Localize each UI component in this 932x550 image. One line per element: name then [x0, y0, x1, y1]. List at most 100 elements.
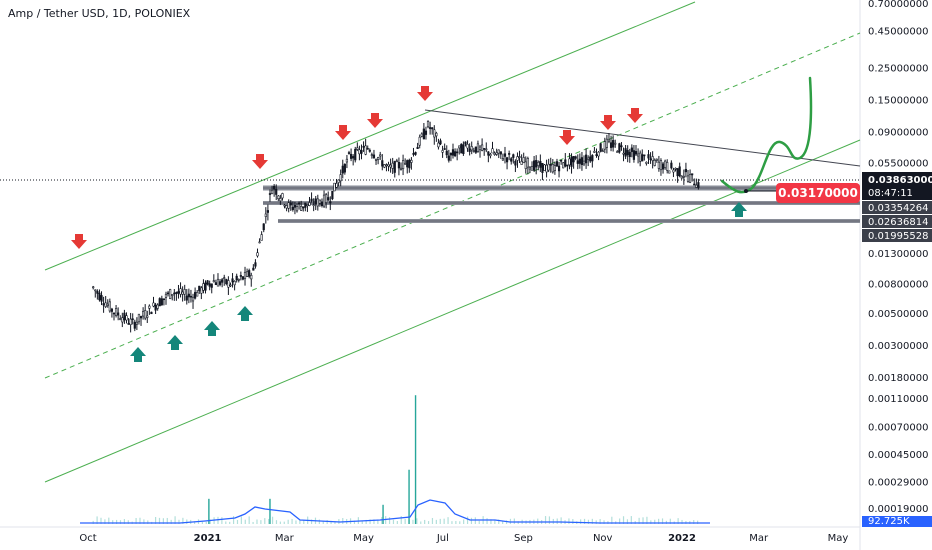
candle-body: [628, 151, 631, 158]
y-tick-label: 0.00180000: [868, 373, 928, 384]
volume-bar: [447, 517, 449, 524]
candle-body: [148, 305, 151, 309]
candle-body: [279, 198, 282, 202]
candle-body: [194, 292, 197, 299]
candle-body: [551, 164, 554, 173]
y-tick-label: 0.00800000: [868, 279, 928, 290]
volume-bar: [568, 518, 570, 524]
candle-body: [304, 202, 307, 208]
candle-body: [104, 302, 107, 307]
candle-body: [329, 201, 332, 204]
candle-body: [218, 281, 222, 285]
candle-body: [572, 156, 575, 163]
candle-body: [539, 160, 542, 168]
volume-bar: [412, 519, 414, 524]
candle-body: [688, 173, 692, 183]
candle-body: [179, 288, 182, 295]
volume-bar: [404, 519, 406, 524]
down-arrow-icon: [71, 234, 87, 249]
volume-bar: [295, 520, 297, 524]
volume-bar: [232, 516, 235, 524]
candle-body: [639, 152, 642, 162]
volume-bar: [178, 519, 180, 524]
candle-body: [374, 158, 378, 161]
candle-body: [408, 159, 411, 169]
candle-body: [630, 147, 633, 152]
candle-body: [512, 154, 515, 158]
candle-body: [601, 150, 604, 153]
y-tick-label: 0.00300000: [868, 341, 928, 352]
candle-body: [557, 165, 561, 172]
candle-body: [535, 160, 538, 168]
candle-body: [476, 143, 480, 152]
candle-body: [273, 185, 276, 190]
candle-body: [173, 292, 176, 295]
candle-body: [177, 291, 180, 294]
candle-body: [526, 158, 529, 168]
candle-body: [295, 206, 299, 212]
candle-body: [503, 153, 507, 157]
candle-body: [580, 157, 584, 165]
volume-bar: [361, 521, 363, 524]
channel-mid-line: [44, 32, 861, 379]
candle-body: [202, 283, 205, 291]
candle-body: [395, 160, 398, 163]
candle-body: [333, 182, 336, 192]
volume-bar: [611, 516, 613, 524]
x-tick-label: Mar: [275, 533, 295, 544]
volume-bar: [431, 517, 434, 524]
volume-bar: [642, 517, 644, 524]
candle-body: [356, 147, 359, 150]
candle-body: [437, 142, 440, 148]
volume-bar: [236, 520, 239, 524]
candle-body: [566, 164, 569, 167]
volume-bar: [205, 521, 207, 524]
candle-body: [200, 287, 203, 294]
volume-bar: [377, 519, 379, 524]
volume-bar: [143, 519, 145, 524]
candle-body: [597, 151, 600, 157]
x-tick-label: Oct: [79, 533, 96, 544]
x-tick-label: May: [828, 533, 849, 544]
candle-body: [364, 145, 367, 155]
candle-body: [533, 160, 536, 171]
candle-body: [449, 152, 453, 156]
volume-bar: [252, 521, 254, 524]
candle-body: [389, 164, 392, 168]
candle-body: [424, 130, 428, 135]
candle-body: [570, 156, 573, 167]
volume-bar: [459, 521, 461, 524]
volume-bar: [697, 520, 699, 524]
volume-bar: [646, 516, 648, 524]
candle-body: [345, 158, 349, 163]
volume-bar: [115, 519, 118, 524]
volume-bar: [392, 519, 395, 524]
candle-body: [287, 202, 290, 209]
candle-body: [358, 149, 361, 155]
candle-body: [196, 292, 199, 297]
volume-bar: [455, 521, 457, 524]
volume-bar: [303, 520, 305, 524]
candle-body: [129, 318, 132, 325]
projected-path: [720, 76, 813, 194]
x-tick-label: Nov: [593, 533, 613, 544]
candle-body: [181, 291, 184, 295]
candle-body: [106, 303, 109, 306]
candle-body: [125, 315, 128, 321]
volume-bar: [603, 520, 605, 524]
candle-body: [229, 284, 232, 287]
candle-body: [468, 148, 471, 152]
volume-bar: [104, 519, 106, 524]
candle-body: [622, 152, 625, 155]
candle-body: [96, 291, 99, 294]
candle-body: [568, 158, 571, 166]
candle-body: [98, 292, 101, 301]
volume-bar: [275, 520, 278, 524]
candle-body: [578, 158, 581, 164]
candle-body: [94, 289, 97, 292]
candle-body: [150, 311, 153, 315]
candle-body: [620, 145, 623, 148]
candle-body: [678, 166, 681, 177]
volume-value-label: 92.725K: [868, 516, 910, 527]
